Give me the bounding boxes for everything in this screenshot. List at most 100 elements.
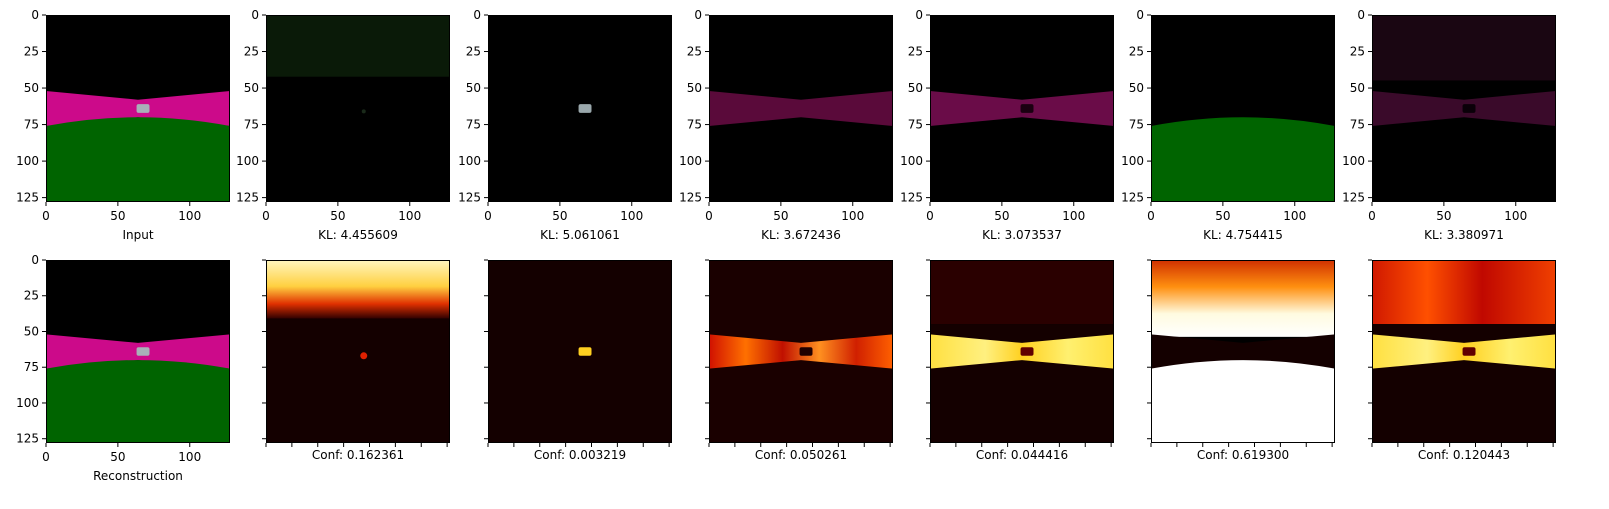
y-tick-label: 0 <box>473 8 481 22</box>
y-tick-label: 50 <box>908 81 923 95</box>
sky-region <box>1372 15 1556 81</box>
subplot: Conf: 0.619300 <box>1147 259 1335 462</box>
y-tick-label: 75 <box>466 118 481 132</box>
panel-frame <box>46 15 230 202</box>
y-tick-label: 125 <box>16 432 39 446</box>
y-tick-label: 125 <box>900 191 923 205</box>
x-tick-label: 50 <box>110 209 125 223</box>
y-tick-label: 125 <box>1121 191 1144 205</box>
x-tick-label: 0 <box>926 209 934 223</box>
y-tick-label: 125 <box>236 191 259 205</box>
y-tick-label: 0 <box>31 8 39 22</box>
y-tick-label: 25 <box>244 45 259 59</box>
y-tick-label: 50 <box>244 81 259 95</box>
panel-frame <box>46 260 230 443</box>
sky-region <box>1372 260 1556 325</box>
y-tick-label: 25 <box>24 289 39 303</box>
y-tick-label: 0 <box>1357 8 1365 22</box>
x-tick-label: 100 <box>1504 209 1527 223</box>
x-tick-label: 100 <box>1062 209 1085 223</box>
y-tick-label: 100 <box>1121 154 1144 168</box>
panel-caption: Input <box>122 228 153 242</box>
y-tick-label: 100 <box>236 154 259 168</box>
grass-region <box>46 117 230 202</box>
x-tick-label: 50 <box>994 209 1009 223</box>
panel-caption: Conf: 0.044416 <box>976 448 1068 462</box>
road-region <box>1151 334 1335 369</box>
x-tick-label: 100 <box>620 209 643 223</box>
y-tick-label: 75 <box>1129 118 1144 132</box>
panel-caption: KL: 3.672436 <box>761 228 841 242</box>
car-region <box>578 347 592 356</box>
panel-caption: Conf: 0.050261 <box>755 448 847 462</box>
sky-region <box>266 15 450 77</box>
panel-caption: Conf: 0.003219 <box>534 448 626 462</box>
x-tick-label: 100 <box>398 209 421 223</box>
y-tick-label: 125 <box>458 191 481 205</box>
panel-frame <box>709 15 893 202</box>
panel-caption: Conf: 0.120443 <box>1418 448 1510 462</box>
x-tick-label: 0 <box>42 450 50 464</box>
x-tick-label: 0 <box>705 209 713 223</box>
grass-region <box>46 360 230 443</box>
panel-caption: KL: 4.754415 <box>1203 228 1283 242</box>
x-tick-label: 100 <box>841 209 864 223</box>
sky-region <box>930 260 1114 325</box>
road-region <box>709 90 893 127</box>
y-tick-label: 75 <box>1350 118 1365 132</box>
x-tick-label: 100 <box>178 209 201 223</box>
x-tick-label: 50 <box>1436 209 1451 223</box>
sky-region <box>1151 260 1335 337</box>
panel-frame <box>1151 260 1335 443</box>
x-tick-label: 0 <box>1368 209 1376 223</box>
car-region <box>1462 347 1476 356</box>
x-tick-label: 0 <box>42 209 50 223</box>
y-tick-label: 25 <box>1129 45 1144 59</box>
x-tick-label: 50 <box>773 209 788 223</box>
panel-frame <box>1372 260 1556 443</box>
y-tick-label: 25 <box>908 45 923 59</box>
panel-frame <box>488 15 672 202</box>
car-region <box>136 104 150 113</box>
y-tick-label: 75 <box>24 118 39 132</box>
x-tick-label: 0 <box>484 209 492 223</box>
subplot: Conf: 0.044416 <box>926 259 1114 462</box>
y-tick-label: 100 <box>458 154 481 168</box>
car-region <box>1020 347 1034 356</box>
y-tick-label: 100 <box>900 154 923 168</box>
panel-caption: KL: 4.455609 <box>318 228 398 242</box>
y-tick-label: 100 <box>1342 154 1365 168</box>
y-tick-label: 75 <box>24 360 39 374</box>
panel-frame <box>266 260 450 443</box>
y-tick-label: 0 <box>1136 8 1144 22</box>
panel-caption: KL: 3.073537 <box>982 228 1062 242</box>
y-tick-label: 50 <box>466 81 481 95</box>
grass-region <box>1151 117 1335 202</box>
y-tick-label: 25 <box>24 45 39 59</box>
y-tick-label: 75 <box>687 118 702 132</box>
y-tick-label: 0 <box>251 8 259 22</box>
y-tick-label: 25 <box>1350 45 1365 59</box>
y-tick-label: 50 <box>24 324 39 338</box>
y-tick-label: 50 <box>687 81 702 95</box>
y-tick-label: 0 <box>694 8 702 22</box>
panel-frame <box>930 260 1114 443</box>
y-tick-label: 100 <box>16 396 39 410</box>
x-tick-label: 50 <box>1215 209 1230 223</box>
panel-frame <box>709 260 893 443</box>
car-region <box>136 347 150 356</box>
subplot: Conf: 0.050261 <box>705 259 893 462</box>
y-tick-label: 100 <box>16 154 39 168</box>
y-tick-label: 0 <box>915 8 923 22</box>
ground-region <box>266 318 450 443</box>
y-tick-label: 50 <box>24 81 39 95</box>
x-tick-label: 50 <box>330 209 345 223</box>
panel-caption: Conf: 0.162361 <box>312 448 404 462</box>
panel-caption: Reconstruction <box>93 469 183 483</box>
car-region <box>1020 104 1034 113</box>
panel-frame <box>266 15 450 202</box>
